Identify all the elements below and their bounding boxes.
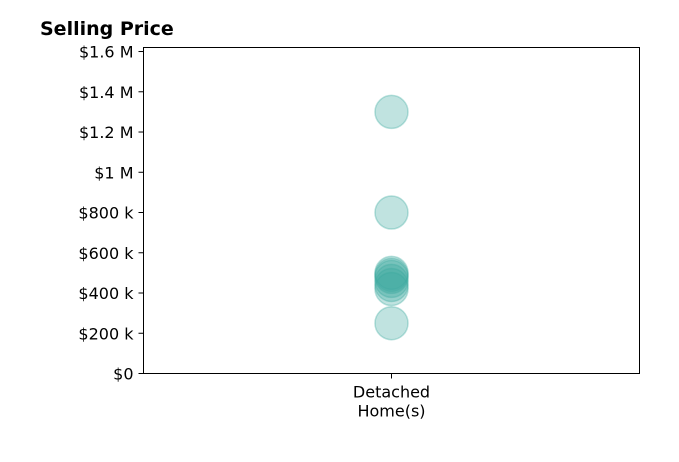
data-points bbox=[374, 94, 409, 341]
data-point bbox=[374, 267, 409, 303]
y-tick-label: $200 k bbox=[78, 324, 134, 343]
y-axis: $0 $200 k $400 k $600 k $800 k $1 M $1.2 M $1.4… bbox=[78, 43, 144, 384]
x-axis: Detached Home(s) bbox=[353, 373, 430, 421]
y-tick-label: $1.4 M bbox=[79, 83, 134, 102]
x-tick-label-line: Detached bbox=[353, 383, 430, 402]
y-tick-label: $1.6 M bbox=[79, 43, 134, 62]
chart-title: Selling Price bbox=[40, 18, 174, 40]
y-tick-label: $800 k bbox=[78, 204, 134, 223]
data-point bbox=[374, 305, 409, 341]
data-point bbox=[374, 259, 409, 295]
data-point bbox=[374, 257, 409, 293]
data-point bbox=[374, 94, 409, 130]
y-tick-label: $1 M bbox=[94, 163, 133, 182]
y-tick-label: $600 k bbox=[78, 244, 134, 263]
data-point bbox=[374, 263, 409, 299]
y-tick-label: $400 k bbox=[78, 284, 134, 303]
data-point bbox=[374, 195, 409, 230]
x-tick-label: Detached Home(s) bbox=[353, 383, 430, 421]
data-point bbox=[374, 271, 409, 307]
data-point bbox=[374, 255, 409, 291]
y-tick-label: $1.2 M bbox=[79, 123, 134, 142]
x-tick-label-line: Home(s) bbox=[357, 402, 425, 421]
y-tick-label: $0 bbox=[113, 365, 133, 384]
